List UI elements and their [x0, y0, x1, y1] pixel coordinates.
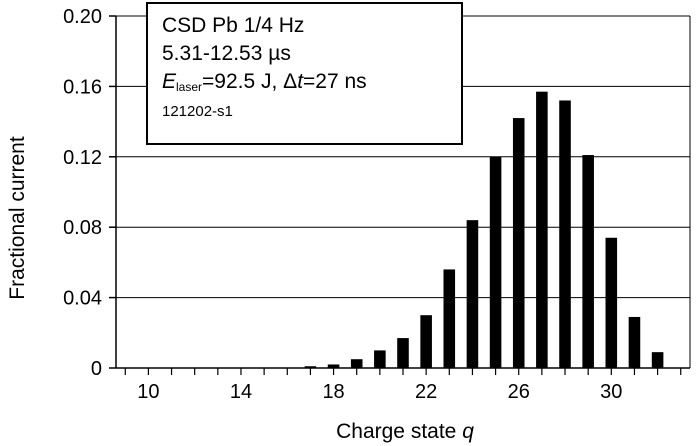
- bar: [512, 118, 525, 368]
- legend-title: CSD Pb 1/4 Hz: [162, 14, 305, 37]
- legend-box: CSD Pb 1/4 Hz 5.31-12.53 µs Elaser=92.5 …: [146, 2, 463, 145]
- bar: [582, 155, 594, 368]
- bar: [350, 359, 363, 368]
- y-tick-label: 0.16: [63, 76, 102, 98]
- axes: [109, 15, 691, 375]
- legend-laser-params: Elaser=92.5 J, Δt=27 ns: [162, 70, 367, 94]
- x-tick-label: 22: [415, 381, 437, 403]
- bar: [443, 269, 456, 368]
- bar: [536, 91, 548, 369]
- y-tick-label: 0.08: [63, 217, 102, 239]
- y-tick-label: 0.04: [63, 288, 102, 310]
- bar: [397, 338, 409, 368]
- y-tick-labels: 0 0.04 0.08 0.12 0.16 0.20: [63, 6, 102, 380]
- bar: [605, 237, 618, 368]
- x-tick-label: 30: [600, 381, 622, 403]
- y-tick-label: 0.12: [63, 147, 102, 169]
- y-tick-label: 0: [91, 358, 102, 380]
- legend-shot-id: 121202-s1: [162, 103, 233, 120]
- bar: [489, 156, 502, 368]
- x-tick-label: 10: [137, 381, 159, 403]
- y-tick-label: 0.20: [63, 6, 102, 28]
- y-axis-title: Fractional current: [6, 136, 29, 300]
- bar: [304, 366, 317, 368]
- bar: [559, 100, 571, 368]
- bar: [374, 350, 386, 368]
- x-tick-label: 18: [322, 381, 344, 403]
- x-tick-label: 14: [230, 381, 252, 403]
- bar: [466, 220, 479, 368]
- legend-time-window: 5.31-12.53 µs: [162, 42, 291, 65]
- bars: [304, 91, 664, 369]
- bar: [628, 316, 641, 368]
- bar: [327, 364, 340, 368]
- x-axis-title: Charge state q: [336, 420, 474, 443]
- x-tick-label: 26: [508, 381, 530, 403]
- bar: [651, 352, 664, 368]
- bar: [420, 315, 432, 368]
- x-tick-labels: 10 14 18 22 26 30: [137, 381, 622, 403]
